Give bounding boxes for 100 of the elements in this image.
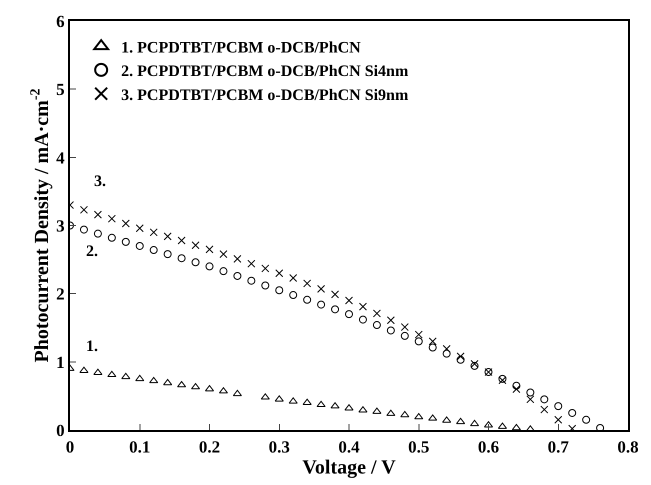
point — [512, 385, 520, 394]
point — [303, 279, 312, 288]
x-tick-label: 0.4 — [338, 437, 360, 456]
annotation: 3. — [94, 173, 106, 190]
point — [288, 397, 298, 404]
point — [456, 352, 465, 360]
point — [247, 276, 256, 285]
point — [232, 390, 242, 396]
point — [554, 402, 562, 410]
x-tick-label: 0.8 — [617, 437, 639, 456]
point — [94, 210, 102, 219]
point — [428, 414, 438, 421]
point — [80, 226, 88, 234]
point — [568, 408, 576, 417]
point — [121, 372, 130, 380]
point — [178, 236, 186, 244]
point — [331, 305, 340, 314]
point — [512, 382, 520, 390]
point — [206, 262, 214, 270]
point — [400, 332, 409, 340]
point — [316, 400, 326, 408]
point — [192, 258, 200, 266]
point — [233, 272, 242, 280]
point — [554, 416, 562, 424]
point — [386, 316, 395, 324]
point — [107, 370, 116, 378]
x-tick-label: 0.3 — [268, 437, 290, 456]
y-tick-label: 4 — [56, 148, 66, 168]
y-tick-label: 5 — [56, 80, 65, 100]
point — [345, 296, 353, 304]
x-tick-label: 0.5 — [408, 437, 430, 456]
point — [582, 416, 590, 424]
point — [122, 238, 130, 246]
point — [317, 284, 326, 293]
point — [108, 234, 116, 242]
point — [345, 310, 353, 318]
point — [289, 274, 298, 282]
x-tick-label: 0.2 — [198, 437, 220, 456]
x-axis-title: Voltage / V — [302, 456, 396, 478]
point — [178, 254, 186, 262]
y-tick-label: 0 — [56, 420, 65, 440]
point — [442, 350, 451, 358]
y-tick-label: 1 — [56, 352, 65, 372]
point — [192, 241, 200, 250]
x-tick-label: 0.1 — [129, 437, 150, 456]
legend-label: 1. PCPDTBT/PCBM o-DCB/PhCN — [121, 39, 362, 56]
point — [135, 374, 144, 382]
point — [526, 395, 534, 404]
point — [150, 246, 158, 254]
point — [289, 291, 298, 300]
point — [94, 230, 102, 238]
point — [470, 360, 479, 368]
point — [149, 376, 158, 384]
x-tick-label: 0.6 — [478, 437, 500, 456]
point — [108, 214, 116, 223]
x-tick-label: 0.7 — [548, 437, 570, 456]
point — [260, 393, 270, 400]
point — [456, 418, 466, 424]
point — [456, 356, 465, 364]
point — [470, 362, 479, 370]
point — [596, 424, 604, 430]
point — [275, 269, 284, 278]
point — [358, 302, 367, 311]
annotation: 1. — [86, 338, 98, 355]
point — [386, 326, 395, 334]
point — [428, 337, 437, 346]
point — [428, 344, 437, 352]
y-tick-label: 2 — [56, 284, 65, 304]
point — [122, 219, 130, 228]
point — [540, 406, 548, 414]
point — [233, 254, 242, 263]
point — [470, 420, 480, 426]
point — [331, 290, 340, 298]
point — [526, 388, 534, 397]
point — [303, 296, 312, 304]
point — [317, 300, 326, 309]
y-tick-label: 3 — [56, 216, 65, 236]
legend-label: 2. PCPDTBT/PCBM o-DCB/PhCN Si4nm — [121, 63, 409, 80]
point — [164, 250, 172, 258]
point — [219, 250, 228, 258]
point — [372, 321, 381, 330]
point — [400, 323, 409, 332]
point — [261, 281, 270, 290]
point — [414, 337, 423, 346]
point — [80, 206, 88, 214]
point — [136, 224, 144, 232]
point — [247, 260, 256, 268]
point — [358, 316, 367, 324]
point — [414, 330, 423, 339]
point — [540, 395, 548, 404]
point — [274, 395, 284, 402]
point — [372, 309, 381, 318]
point — [442, 416, 452, 423]
point — [219, 267, 228, 276]
point — [275, 286, 284, 294]
point — [136, 242, 144, 250]
y-tick-label: 6 — [56, 12, 65, 31]
point — [206, 245, 214, 254]
annotation: 2. — [86, 243, 98, 260]
legend-label: 3. PCPDTBT/PCBM o-DCB/PhCN Si9nm — [121, 86, 409, 104]
